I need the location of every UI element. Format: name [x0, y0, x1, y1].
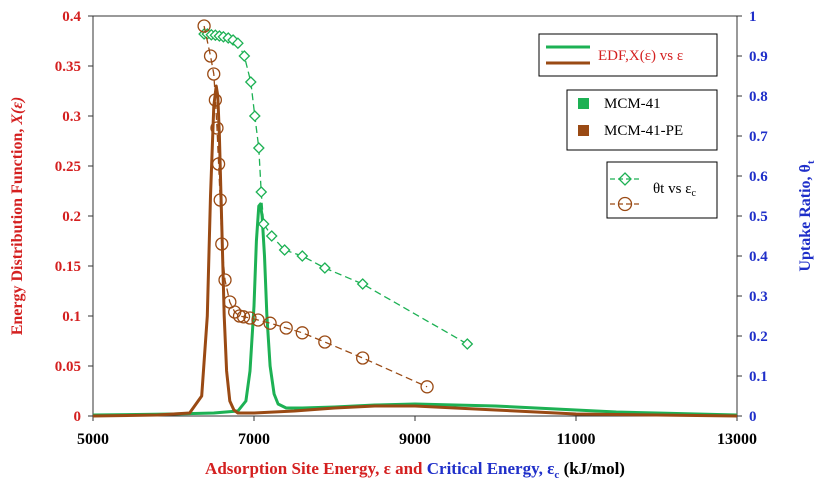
legend-theta: θt vs εc — [606, 161, 718, 219]
y-right-tick-label: 0.7 — [749, 129, 768, 145]
y-left-tick-label: 0.15 — [55, 259, 81, 275]
x-tick-label: 11000 — [556, 431, 595, 448]
y-left-tick-label: 0 — [74, 409, 82, 425]
y-right-tick-label: 0.9 — [749, 49, 768, 65]
theta-line-mcm-41 — [204, 33, 468, 345]
y-left-tick-labels: 0 0.05 0.1 0.15 0.2 0.25 0.3 0.35 0.4 — [55, 9, 93, 425]
y-right-tick-label: 0.5 — [749, 209, 768, 225]
y-left-tick-label: 0.25 — [55, 159, 81, 175]
theta-point-mcm-41-pe — [197, 19, 211, 33]
x-tick-labels: 5000 7000 9000 11000 13000 — [77, 416, 757, 448]
theta-point-mcm-41 — [244, 76, 257, 88]
edf-line-mcm-41 — [92, 202, 738, 417]
theta-point-mcm-41 — [318, 262, 331, 274]
y-left-tick-label: 0.2 — [62, 209, 81, 225]
y-left-tick-label: 0.05 — [55, 359, 81, 375]
theta-point-mcm-41 — [238, 50, 251, 62]
legend-label-mcm41: MCM-41 — [604, 96, 661, 112]
y-left-tick-label: 0.4 — [62, 9, 81, 25]
theta-point-mcm-41-pe — [295, 326, 309, 340]
x-tick-label: 7000 — [238, 431, 270, 448]
theta-point-mcm-41-pe — [263, 316, 277, 330]
legend-label-mcm41pe: MCM-41-PE — [604, 123, 683, 139]
theta-point-mcm-41 — [248, 110, 261, 122]
y-right-tick-label: 0.4 — [749, 249, 768, 265]
y-right-tick-label: 0.6 — [749, 169, 768, 185]
y-right-tick-label: 0 — [749, 409, 757, 425]
theta-point-mcm-41 — [356, 278, 369, 290]
theta-point-mcm-41-pe — [207, 67, 221, 81]
theta-point-mcm-41 — [231, 37, 244, 50]
y-right-tick-label: 0.2 — [749, 329, 768, 345]
edf-line-mcm-41-pe — [92, 84, 738, 418]
legend-materials: MCM-41 MCM-41-PE — [566, 89, 718, 151]
y-left-tick-label: 0.3 — [62, 109, 81, 125]
y-left-axis-label: Energy Distribution Function, X(ε) — [9, 97, 26, 336]
x-tick-label: 9000 — [399, 431, 431, 448]
legend-theta-diamond-icon — [618, 172, 632, 186]
theta-point-mcm-41-pe — [236, 310, 251, 324]
theta-line-mcm-41-pe — [203, 25, 428, 388]
legend-theta-circle-icon — [617, 196, 633, 212]
theta-point-mcm-41 — [265, 230, 278, 242]
legend-swatch-mcm41 — [578, 98, 589, 109]
theta-point-mcm-41 — [257, 218, 270, 230]
legend-edf-label: EDF,X(ε) vs ε — [598, 48, 683, 64]
theta-point-mcm-41-pe — [211, 157, 226, 171]
x-tick-label: 5000 — [77, 431, 109, 448]
series-layer — [92, 19, 738, 418]
theta-point-mcm-41-pe — [251, 313, 265, 327]
theta-point-mcm-41 — [255, 186, 268, 198]
y-right-tick-label: 0.8 — [749, 89, 768, 105]
y-right-tick-label: 0.1 — [749, 369, 768, 385]
x-tick-label: 13000 — [717, 431, 757, 448]
y-left-tick-label: 0.1 — [62, 309, 81, 325]
y-right-tick-label: 1 — [749, 9, 757, 25]
theta-point-mcm-41-pe — [203, 49, 218, 63]
y-right-tick-label: 0.3 — [749, 289, 768, 305]
theta-point-mcm-41-pe — [208, 93, 223, 107]
theta-point-mcm-41 — [278, 244, 291, 256]
theta-point-mcm-41-pe — [318, 335, 332, 349]
theta-point-mcm-41-pe — [420, 380, 434, 394]
legend-edf: EDF,X(ε) vs ε — [538, 33, 718, 77]
y-right-axis-label: Uptake Ratio, θt — [797, 160, 817, 271]
theta-point-mcm-41-pe — [218, 273, 232, 287]
theta-point-mcm-41-pe — [215, 237, 229, 251]
legend-swatch-mcm41pe — [578, 125, 589, 136]
theta-point-mcm-41 — [296, 250, 309, 262]
theta-point-mcm-41-pe — [279, 321, 293, 335]
theta-point-mcm-41-pe — [356, 351, 370, 365]
x-axis-label: Adsorption Site Energy, ε and Critical E… — [205, 459, 625, 481]
theta-point-mcm-41-pe — [213, 193, 227, 207]
y-left-tick-label: 0.35 — [55, 59, 81, 75]
theta-point-mcm-41 — [252, 142, 265, 154]
legend-theta-label: θt vs εc — [653, 181, 697, 199]
theta-point-mcm-41-pe — [210, 121, 224, 135]
theta-point-mcm-41 — [461, 338, 474, 350]
theta-point-mcm-41-pe — [243, 311, 257, 325]
y-right-tick-labels: 0 0.1 0.2 0.3 0.4 0.5 0.6 0.7 0.8 0.9 1 — [737, 9, 768, 425]
